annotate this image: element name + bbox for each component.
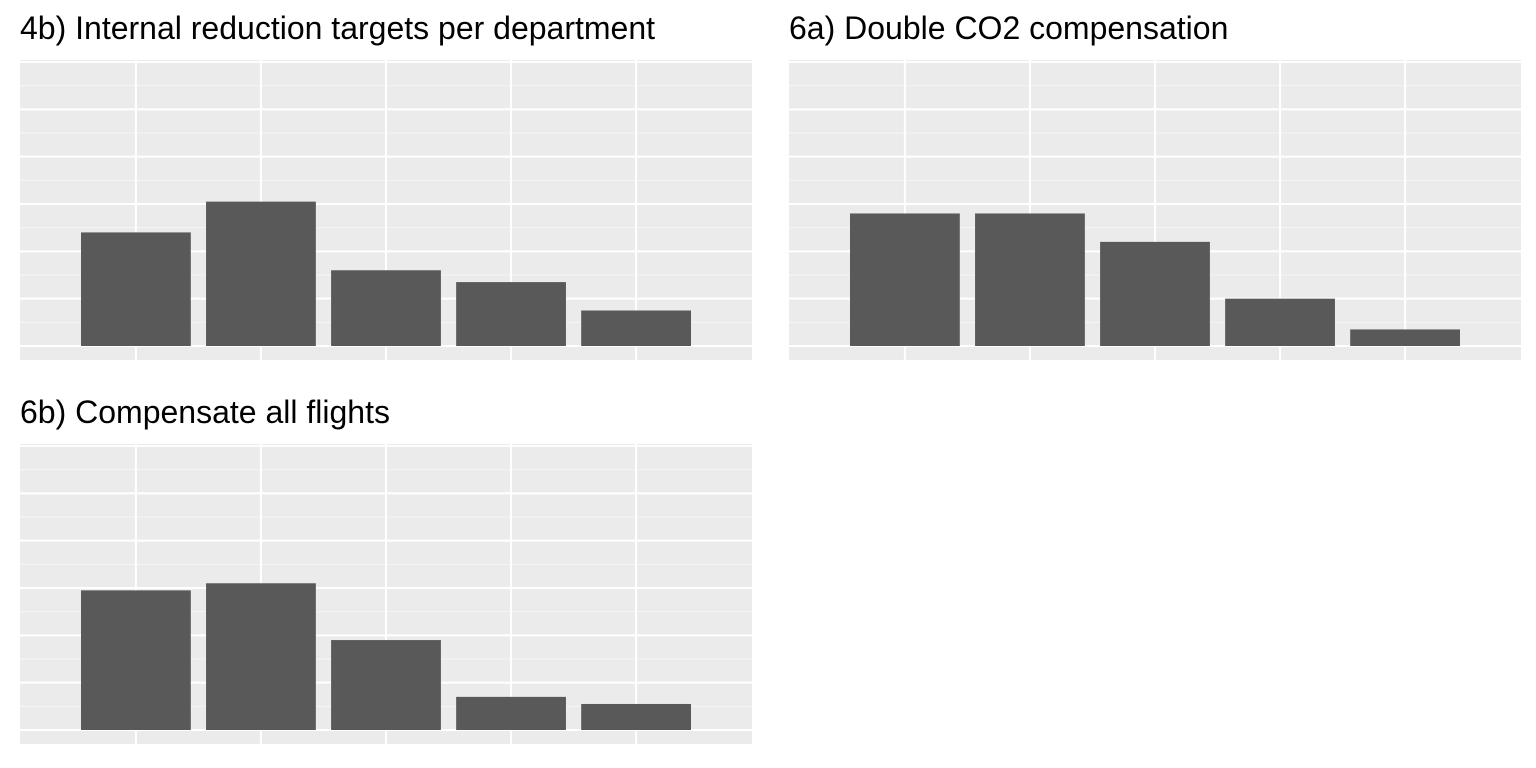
bar-chart-6b [20, 444, 752, 744]
facet-6a: 6a) Double CO2 compensation [789, 8, 1521, 364]
bar [456, 696, 566, 730]
bar-chart-4b [20, 60, 752, 360]
bar [206, 583, 316, 730]
bar [1100, 241, 1210, 346]
bar [206, 201, 316, 346]
bar [331, 640, 441, 730]
bar [850, 213, 960, 346]
bar [975, 213, 1085, 346]
facet-6b: 6b) Compensate all flights [20, 392, 752, 748]
bar [581, 310, 691, 346]
facet-4b: 4b) Internal reduction targets per depar… [20, 8, 752, 364]
facet-title: 6b) Compensate all flights [20, 394, 390, 430]
bar [81, 590, 191, 730]
facet-title: 4b) Internal reduction targets per depar… [20, 10, 656, 46]
bar [1225, 298, 1335, 346]
bar [581, 703, 691, 730]
bar [331, 270, 441, 346]
bar-chart-6a [789, 60, 1521, 360]
bar [456, 282, 566, 346]
facet-title: 6a) Double CO2 compensation [789, 10, 1229, 46]
bar [81, 232, 191, 346]
bar [1350, 329, 1460, 346]
